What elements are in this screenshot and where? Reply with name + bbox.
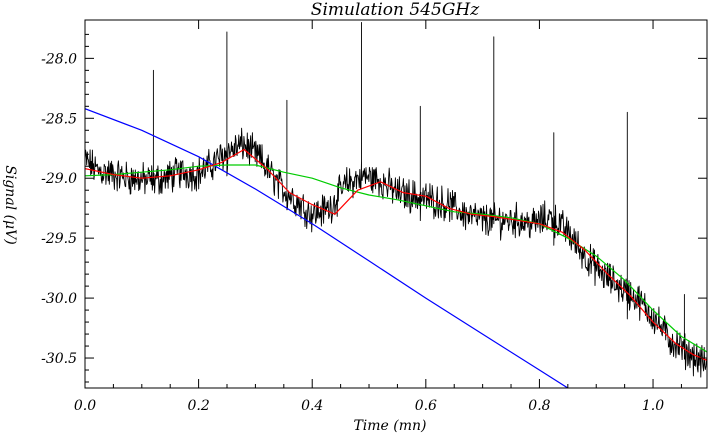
- y-tick-label: -29.5: [41, 231, 77, 247]
- series-line-3: [85, 108, 569, 388]
- y-axis-label: Signal (μV): [2, 165, 18, 244]
- axes: 0.0 0.2 0.4 0.6 0.8 1.0 -28.0 -28.5 -29.0 -29.5 -3…: [41, 19, 708, 414]
- plot-area: [85, 21, 707, 388]
- x-tick-label: 0.4: [301, 398, 323, 414]
- series-line-1: [85, 148, 707, 361]
- x-tick-label: 0.0: [74, 398, 96, 414]
- x-tick-label: 0.8: [528, 398, 550, 414]
- y-tick-label: -30.0: [41, 291, 77, 307]
- series-line-0: [85, 21, 707, 378]
- chart-title: Simulation 545GHz: [311, 0, 480, 20]
- x-tick-label: 0.2: [187, 398, 209, 414]
- series-line-2: [85, 164, 707, 353]
- plot-frame: [84, 19, 708, 389]
- x-tick-label: 0.6: [415, 398, 437, 414]
- y-tick-label: -28.5: [41, 111, 77, 127]
- x-axis-label: Time (mn): [353, 418, 426, 434]
- y-tick-label: -28.0: [41, 51, 77, 67]
- y-tick-label: -29.0: [41, 171, 77, 187]
- x-tick-label: 1.0: [642, 398, 664, 414]
- y-tick-label: -30.5: [41, 351, 77, 367]
